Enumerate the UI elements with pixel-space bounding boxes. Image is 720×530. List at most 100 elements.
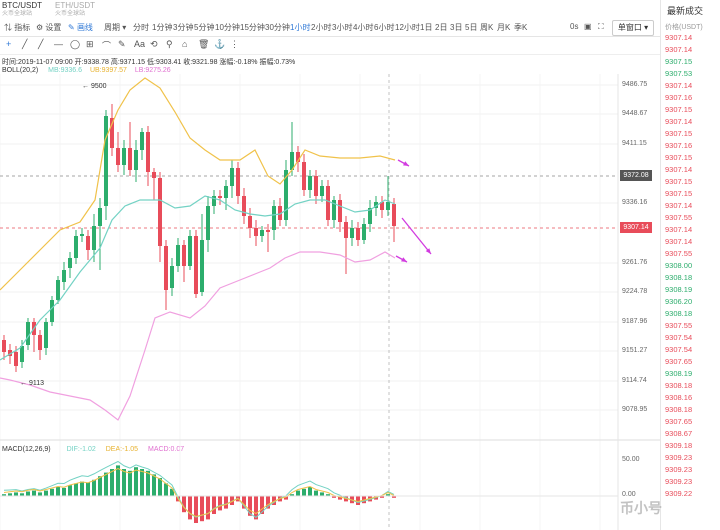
trade-row: 9308.67 [665,429,693,438]
macd-bar [146,470,150,496]
gear-icon: ⚙ [36,23,44,32]
period-10[interactable]: 4小时 [353,23,374,32]
period-3[interactable]: 5分钟 [194,23,215,32]
macd-bar [26,491,30,496]
period-6[interactable]: 30分钟 [265,23,290,32]
candlestick-chart[interactable] [0,54,660,530]
last-price-tag: 9307.14 [620,222,652,233]
magnet-icon[interactable]: ⚲ [166,39,173,49]
candle-body [158,178,162,246]
macd-legend: MACD(12,26,9) DIF:-1.02 DEA:-1.05 MACD:0… [2,446,184,453]
trade-row: 9309.23 [665,453,693,462]
candle-body [206,206,210,240]
grid-icon[interactable]: ⊞ [86,39,94,49]
candles [2,104,396,372]
macd-hist-value: MACD:0.07 [147,446,185,453]
trash-icon[interactable]: 🗑 [198,39,210,49]
period-9[interactable]: 3小时 [332,23,353,32]
pair-tab-btc[interactable]: BTC/USDT 火币全球站 [2,1,42,19]
period-7[interactable]: 1小时 [290,23,311,32]
ray-icon[interactable]: ╱ [38,39,44,49]
candle-body [362,224,366,240]
pair-tab-eth[interactable]: ETH/USDT 火币全球站 [55,1,95,19]
period-dropdown[interactable]: 周期 ▾ [104,22,126,33]
period-1[interactable]: 1分钟 [152,23,173,32]
candle-body [272,206,276,230]
period-19[interactable]: 季K [514,23,528,32]
chart-grid [0,74,660,530]
period-2[interactable]: 3分钟 [173,23,194,32]
single-window-select[interactable]: 单窗口 ▾ [612,20,654,36]
trade-row: 9307.16 [665,93,693,102]
macd-bar [134,467,138,496]
ohlc-info: 时间:2019-11-07 09:00 开:9338.78 高:9371.15 … [2,59,296,66]
period-12[interactable]: 12小时 [395,23,420,32]
candle-body [194,236,198,294]
candle-body [74,236,78,258]
candle-body [170,266,174,288]
indicator-button[interactable]: ⇅ 指标 [4,22,30,33]
period-8[interactable]: 2小时 [311,23,332,32]
trade-row: 9309.23 [665,465,693,474]
brush-icon[interactable]: ✎ [118,39,126,49]
boll-lower-band [0,251,396,421]
anchor-icon[interactable]: ⚓ [214,39,226,49]
macd-bar [206,496,210,520]
macd-bar [8,493,12,496]
crosshair-icon[interactable]: + [6,39,12,49]
arrow-upper-head [403,161,409,166]
macd-bar [158,478,162,496]
macd-bar [128,470,132,496]
macd-bar [38,492,42,496]
macd-bar [74,483,78,496]
trade-row: 9307.55 [665,213,693,222]
candle-body [164,246,168,290]
candle-body [386,202,390,210]
camera-icon[interactable]: ▣ [584,22,592,31]
settings-button[interactable]: ⚙ 设置 [36,22,61,33]
trade-row: 9307.55 [665,249,693,258]
candle-body [110,118,114,148]
trade-row: 9308.16 [665,393,693,402]
fullscreen-icon[interactable]: ⛶ [598,22,604,31]
circle-icon[interactable]: ◯ [70,39,81,49]
more-icon[interactable]: ⋮ [230,39,239,49]
period-4[interactable]: 10分钟 [215,23,240,32]
period-0[interactable]: 分时 [133,23,149,32]
candle-body [128,148,132,170]
macd-bar [272,496,276,505]
candle-body [290,152,294,170]
macd-bar [110,469,114,496]
candle-body [98,208,102,226]
text-icon[interactable]: Aa [134,39,146,49]
undo-icon[interactable]: ⟲ [150,39,158,49]
curve-icon[interactable]: ⌒ [102,41,112,51]
boll-legend: BOLL(20,2) MB:9336.6 UB:9397.57 LB:9275.… [2,67,171,74]
period-11[interactable]: 6小时 [374,23,395,32]
period-14[interactable]: 2日 [435,23,448,32]
line-icon[interactable]: ╱ [22,39,28,49]
hline-icon[interactable]: — [54,39,63,49]
drawn-arrows [395,159,432,263]
period-label: 周期 [104,23,120,32]
candle-body [8,350,12,356]
trade-row: 9307.14 [665,237,693,246]
draw-button[interactable]: ✎ 画线 [68,22,93,33]
macd-bar [116,465,120,496]
period-16[interactable]: 5日 [465,23,478,32]
macd-bar [182,496,186,513]
candle-body [392,204,396,226]
trade-row: 9307.15 [665,129,693,138]
period-5[interactable]: 15分钟 [240,23,265,32]
period-18[interactable]: 月K [497,23,511,32]
candle-body [80,234,84,236]
macd-bar [122,469,126,496]
lock-icon[interactable]: ⌂ [182,39,188,49]
period-13[interactable]: 1日 [420,23,433,32]
trades-header: 价格(USDT) [665,24,703,31]
macd-bar [164,483,168,496]
period-17[interactable]: 周K [480,23,494,32]
candle-body [140,132,144,150]
trade-row: 9307.14 [665,201,693,210]
period-15[interactable]: 3日 [450,23,463,32]
